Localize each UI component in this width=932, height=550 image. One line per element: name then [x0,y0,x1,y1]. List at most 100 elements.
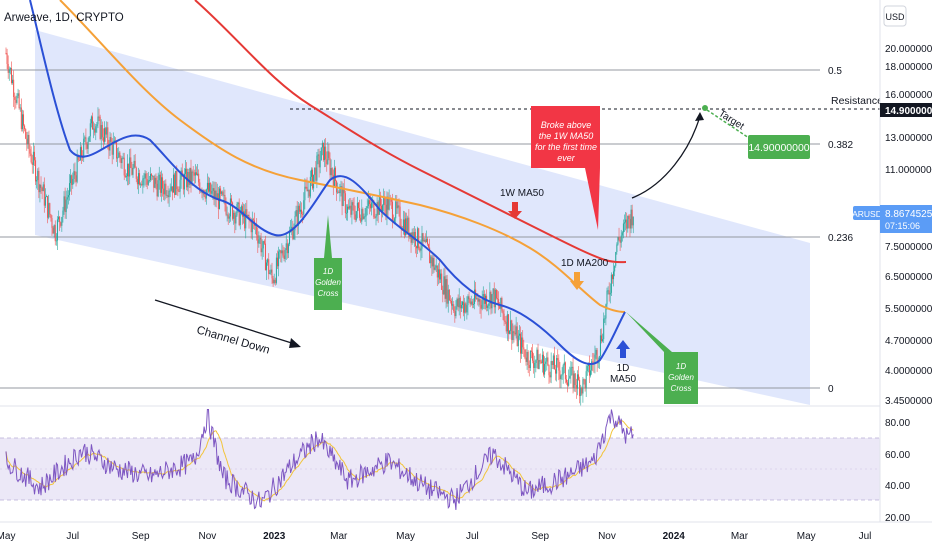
candle-body [313,174,315,189]
candle-body [62,210,64,218]
candle-body [194,172,196,176]
candle-body [304,186,306,201]
candle-body [569,375,571,379]
candle-body [595,349,597,355]
candle-body [279,250,281,252]
candle-body [174,174,176,195]
candle-body [345,212,347,214]
candle-body [628,215,630,219]
candle-body [225,204,227,215]
candle-body [314,167,316,175]
candle-body [341,186,343,206]
candle-body [461,301,463,305]
candle-body [486,295,488,308]
candle-body [557,358,559,361]
candle-body [385,204,387,217]
candle-body [523,347,525,350]
candle-body [615,252,617,266]
candle-body [316,155,318,181]
candle-body [365,208,367,217]
candle-body [36,180,38,182]
candle-body [520,333,522,354]
candle-body [433,258,435,270]
symbol-title[interactable]: Arweave, 1D, CRYPTO [4,12,124,24]
candle-body [410,232,412,243]
candle-body [391,201,393,221]
candle-body [97,116,99,125]
candle-body [272,278,274,284]
candle-body [63,196,65,211]
candle-body [603,318,605,340]
candle-body [74,171,76,176]
candle-body [359,208,361,218]
candle-body [59,216,61,223]
candle-body [447,289,449,304]
candle-body [363,216,365,219]
candle-body [295,210,297,217]
candle-body [567,382,569,386]
time-label: May [396,531,415,542]
candle-body [387,196,389,210]
channel-down-label: Channel Down [195,324,271,356]
candle-body [280,250,282,254]
candle-body [560,375,562,380]
golden-cross-1-line-1: 1D [323,267,333,276]
price-tick-1: 20.00000000 [885,44,932,55]
candle-body [487,305,489,308]
candle-body [514,332,516,335]
candle-body [208,182,210,192]
candle-body [367,200,369,207]
price-tick-11: 3.45000000 [885,396,932,407]
candle-body [35,160,37,182]
price-tick-9: 4.70000000 [885,336,932,347]
time-label: Jul [859,531,872,542]
candle-body [281,250,283,254]
golden-cross-2-line-3: Cross [671,384,692,393]
candle-body [552,355,554,366]
resistance-label: Resistance 1 [831,95,892,107]
candle-body [164,183,166,195]
ma-daily-50-label-2: MA50 [610,374,637,385]
candle-body [607,290,609,292]
candle-body [477,298,479,302]
candle-body [395,201,397,219]
candle-body [143,177,145,179]
candle-body [214,190,216,200]
candle-body [396,201,398,209]
ma-daily-50-arrow-icon [616,340,630,358]
time-label: Nov [199,531,217,542]
candle-body [229,198,231,217]
candle-body [489,291,491,304]
current-price: 8.86745251 [885,209,932,220]
candle-body [609,292,611,295]
currency-label: USD [885,12,905,22]
candle-body [428,244,430,248]
candle-body [72,178,74,185]
candle-body [328,151,330,159]
candle-body [366,206,368,209]
candle-body [437,269,439,278]
candle-body [617,237,619,245]
candle-body [383,198,385,206]
candle-body [291,226,293,230]
currency-button[interactable] [883,5,907,27]
candle-body [506,314,508,332]
candle-body [185,168,187,174]
candle-body [479,299,481,305]
rsi-line [5,409,634,510]
candle-body [449,300,451,302]
candle-body [312,169,314,189]
candle-body [616,244,618,253]
ma-daily-200-label: 1D MA200 [561,258,609,269]
candle-body [553,355,555,370]
candle-body [118,152,120,158]
candle-body [526,352,528,362]
fib-label-0382: 0.382 [828,140,853,151]
candle-body [157,180,159,197]
candle-body [471,301,473,305]
candle-body [405,218,407,236]
candle-body [178,191,180,193]
candle-body [197,173,199,175]
ticker-label: ARUSD [852,209,882,219]
candle-body [613,271,615,280]
